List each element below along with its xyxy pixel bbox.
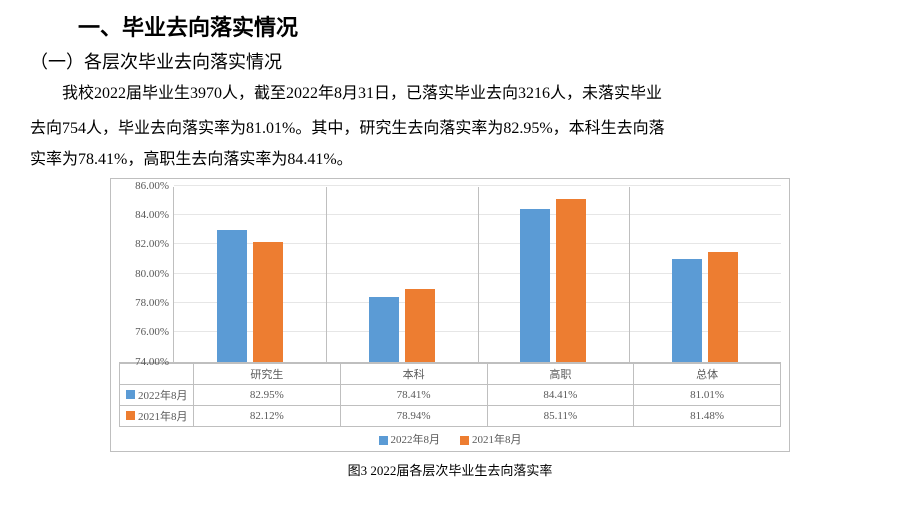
legend-label: 2021年8月: [472, 434, 522, 446]
legend-swatch: [126, 390, 135, 399]
y-axis-tick-label: 78.00%: [135, 297, 169, 309]
table-column-header: 高职: [487, 363, 634, 384]
table-cell: 85.11%: [487, 405, 634, 426]
table-cell: 81.48%: [634, 405, 781, 426]
chart-bar: [708, 252, 738, 362]
chart-bar: [253, 242, 283, 361]
legend-item: 2021年8月: [460, 434, 522, 446]
chart-bars-region: [173, 187, 781, 362]
y-axis-tick-label: 82.00%: [135, 238, 169, 250]
table-column-header: 研究生: [194, 363, 341, 384]
y-axis-tick-label: 86.00%: [135, 180, 169, 192]
body-paragraph-line2: 去向754人，毕业去向落实率为81.01%。其中，研究生去向落实率为82.95%…: [30, 115, 870, 142]
bar-group: [326, 187, 478, 362]
bar-group: [478, 187, 630, 362]
chart-bar: [217, 230, 247, 361]
chart-plot-area: 74.00%76.00%78.00%80.00%82.00%84.00%86.0…: [119, 187, 781, 363]
legend-swatch: [126, 411, 135, 420]
table-column-header: 总体: [634, 363, 781, 384]
table-cell: 82.12%: [194, 405, 341, 426]
chart-gridline: [174, 185, 781, 186]
section-heading-2: （一）各层次毕业去向落实情况: [30, 48, 870, 74]
legend-label: 2022年8月: [391, 434, 441, 446]
table-cell: 84.41%: [487, 384, 634, 405]
chart-bar: [405, 289, 435, 361]
chart-bar: [369, 297, 399, 362]
body-paragraph-line1: 我校2022届毕业生3970人，截至2022年8月31日，已落实毕业去向3216…: [30, 80, 870, 107]
series-name: 2022年8月: [138, 387, 188, 403]
chart-legend: 2022年8月 2021年8月: [119, 431, 781, 447]
table-cell: 82.95%: [194, 384, 341, 405]
section-heading-1: 一、毕业去向落实情况: [78, 10, 870, 42]
chart-bar: [520, 209, 550, 362]
chart-data-table: 研究生本科高职总体 2022年8月 82.95%78.41%84.41%81.01%…: [119, 363, 781, 427]
table-column-header: 本科: [340, 363, 487, 384]
bar-group: [629, 187, 781, 362]
y-axis-tick-label: 84.00%: [135, 209, 169, 221]
chart-bar: [556, 199, 586, 362]
legend-swatch: [460, 436, 469, 445]
body-paragraph-line3: 实率为78.41%，高职生去向落实率为84.41%。: [30, 146, 870, 173]
chart-y-axis: 74.00%76.00%78.00%80.00%82.00%84.00%86.0…: [119, 187, 173, 362]
y-axis-tick-label: 80.00%: [135, 268, 169, 280]
table-row-header: 2022年8月: [120, 384, 194, 405]
chart-caption: 图3 2022届各层次毕业生去向落实率: [30, 460, 870, 479]
table-cell: 78.94%: [340, 405, 487, 426]
chart-bar: [672, 259, 702, 362]
series-name: 2021年8月: [138, 408, 188, 424]
legend-item: 2022年8月: [379, 434, 441, 446]
employment-rate-chart: 74.00% 76.00% 78.00% 80.00% 82.00% 84.00% 86.0…: [110, 178, 790, 452]
legend-swatch: [379, 436, 388, 445]
bar-group: [174, 187, 326, 362]
y-axis-tick-label: 74.00%: [135, 356, 169, 368]
table-cell: 81.01%: [634, 384, 781, 405]
y-axis-tick-label: 76.00%: [135, 326, 169, 338]
table-row-header: 2021年8月: [120, 405, 194, 426]
table-cell: 78.41%: [340, 384, 487, 405]
